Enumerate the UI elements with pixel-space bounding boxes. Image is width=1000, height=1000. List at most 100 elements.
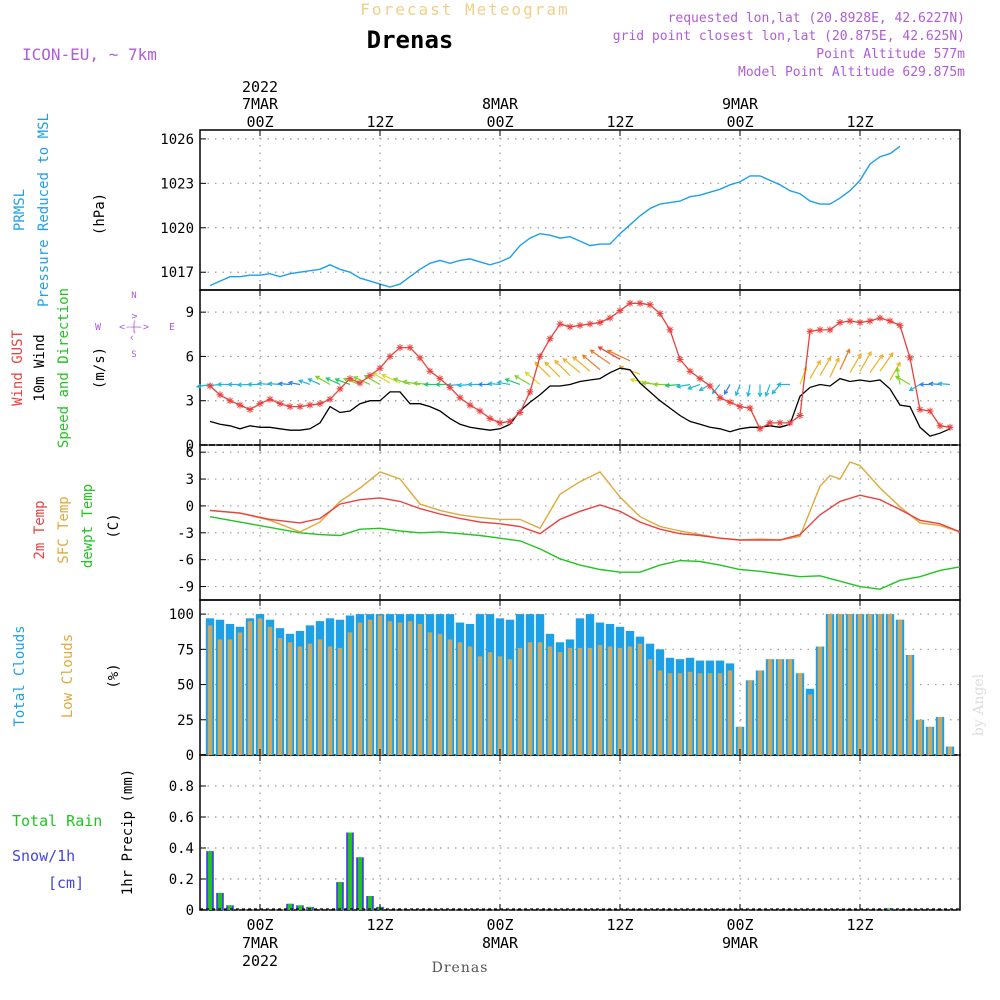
wind-arrowhead-12 — [314, 375, 320, 381]
gust-marker-46 — [666, 326, 674, 334]
cloud-low-bar-70 — [907, 654, 913, 755]
precip-rain-bar-9 — [298, 905, 302, 910]
precip-rain-bar-13 — [338, 882, 342, 910]
wind-arrow-33 — [525, 371, 541, 385]
wind-speed-line — [209, 367, 951, 437]
cloud-low-bar-28 — [487, 652, 493, 755]
cloud-low-bar-34 — [547, 646, 553, 755]
wind-arrowhead-39 — [581, 354, 587, 360]
bottom-time-tick-0: 00Z — [246, 916, 273, 934]
wind-arrowhead-55 — [757, 392, 763, 398]
cloud-low-bar-59 — [797, 673, 803, 755]
gust-marker-50 — [706, 382, 714, 390]
top-date-2: 9MAR — [722, 95, 759, 113]
compass-we-arrows: <-|-> — [119, 322, 149, 333]
wind-arrow-10 — [298, 379, 311, 386]
cloud-low-bar-35 — [557, 652, 563, 755]
gust-marker-3 — [236, 401, 244, 409]
footer-location: Drenas — [432, 960, 489, 976]
gust-marker-15 — [356, 379, 364, 387]
wind-arrowhead-16 — [352, 376, 359, 381]
gust-marker-56 — [766, 419, 774, 427]
cloud-low-bar-42 — [627, 646, 633, 755]
gust-marker-23 — [436, 375, 444, 383]
wind-arrow-67 — [879, 352, 894, 372]
precip-ytick-label-1: 0.2 — [169, 872, 194, 888]
gust-marker-30 — [506, 417, 514, 425]
cloud-low-bar-67 — [877, 614, 883, 755]
wind-arrow-44 — [630, 379, 651, 384]
wind-arrowhead-38 — [572, 356, 578, 361]
cloud-low-bar-1 — [217, 639, 223, 755]
gust-marker-31 — [516, 409, 524, 417]
wind-arrow-11 — [308, 378, 321, 386]
pressure-main-label: PRMSL — [12, 189, 28, 231]
gridpoint-coords: grid point closest lon,lat (20.875E, 42.… — [613, 29, 965, 44]
gust-marker-6 — [266, 395, 274, 403]
gust-marker-22 — [426, 367, 434, 375]
wind-arrowhead-47 — [664, 383, 670, 388]
gust-marker-64 — [846, 317, 854, 325]
cloud-low-bar-8 — [287, 642, 293, 755]
gust-marker-34 — [546, 335, 554, 343]
precip-ytick-label-3: 0.6 — [169, 810, 194, 826]
gust-marker-5 — [256, 400, 264, 408]
cloud-low-bar-73 — [937, 716, 943, 755]
wind-arrow-68 — [889, 362, 901, 381]
cloud-low-bar-5 — [257, 618, 263, 755]
cloud-low-bar-68 — [887, 614, 893, 755]
wind-arrow-32 — [514, 375, 531, 385]
gust-marker-9 — [296, 403, 304, 411]
precip-snow-label: Snow/1h — [12, 847, 75, 865]
wind-arrow-62 — [829, 357, 840, 378]
gust-marker-55 — [756, 425, 764, 433]
cloud-low-bar-54 — [747, 680, 753, 755]
cloud-low-bar-23 — [437, 633, 443, 755]
cloud-low-bar-51 — [717, 673, 723, 755]
top-year-0: 2022 — [242, 78, 278, 96]
pressure-ytick-label-3: 1026 — [160, 132, 194, 148]
cloud-low-bar-66 — [867, 614, 873, 755]
gust-marker-16 — [366, 372, 374, 380]
gust-marker-65 — [856, 318, 864, 326]
cloud-low-bar-39 — [597, 645, 603, 755]
bottom-time-tick-2: 00Z — [486, 916, 513, 934]
wind-arrow-70 — [895, 375, 911, 385]
gust-marker-66 — [866, 317, 874, 325]
gust-marker-51 — [716, 394, 724, 402]
gust-marker-17 — [376, 364, 384, 372]
wind-arrowhead-19 — [381, 373, 387, 379]
gust-marker-68 — [886, 317, 894, 325]
wind-arrowhead-11 — [307, 378, 313, 383]
cloud-low-bar-72 — [927, 726, 933, 755]
gust-marker-36 — [566, 323, 574, 331]
bottom-date-0: 7MAR — [242, 934, 279, 952]
cloud-low-bar-57 — [777, 659, 783, 755]
precip-cm-label: [cm] — [48, 874, 84, 892]
wind-arrowhead-52 — [723, 389, 729, 395]
gust-marker-28 — [486, 414, 494, 422]
wind-arrow-30 — [497, 381, 511, 386]
bottom-date-2: 9MAR — [722, 934, 759, 952]
wind-arrowhead-21 — [402, 379, 408, 385]
precip-unit-label: 1hr Precip (mm) — [120, 769, 136, 895]
wind-arrowhead-36 — [554, 359, 560, 365]
compass-e: E — [169, 322, 175, 333]
gust-marker-62 — [826, 326, 834, 334]
gust-marker-35 — [556, 320, 564, 328]
cloud-low-bar-69 — [897, 619, 903, 755]
cloud-low-bar-63 — [837, 614, 843, 755]
wind-arrowhead-10 — [297, 379, 304, 384]
temp-sfc-label: SFC Temp — [56, 496, 72, 563]
wind-arrowhead-42 — [606, 349, 612, 355]
gust-marker-49 — [696, 375, 704, 383]
cloud-low-bar-31 — [517, 647, 523, 755]
wind-arrow-42 — [607, 350, 631, 362]
wind-arrowhead-22 — [412, 380, 418, 386]
cloud-low-bar-10 — [307, 643, 313, 755]
cloud-low-bar-47 — [677, 673, 683, 755]
precip-rain-bar-15 — [358, 857, 362, 910]
cloud-low-bar-33 — [537, 642, 543, 755]
